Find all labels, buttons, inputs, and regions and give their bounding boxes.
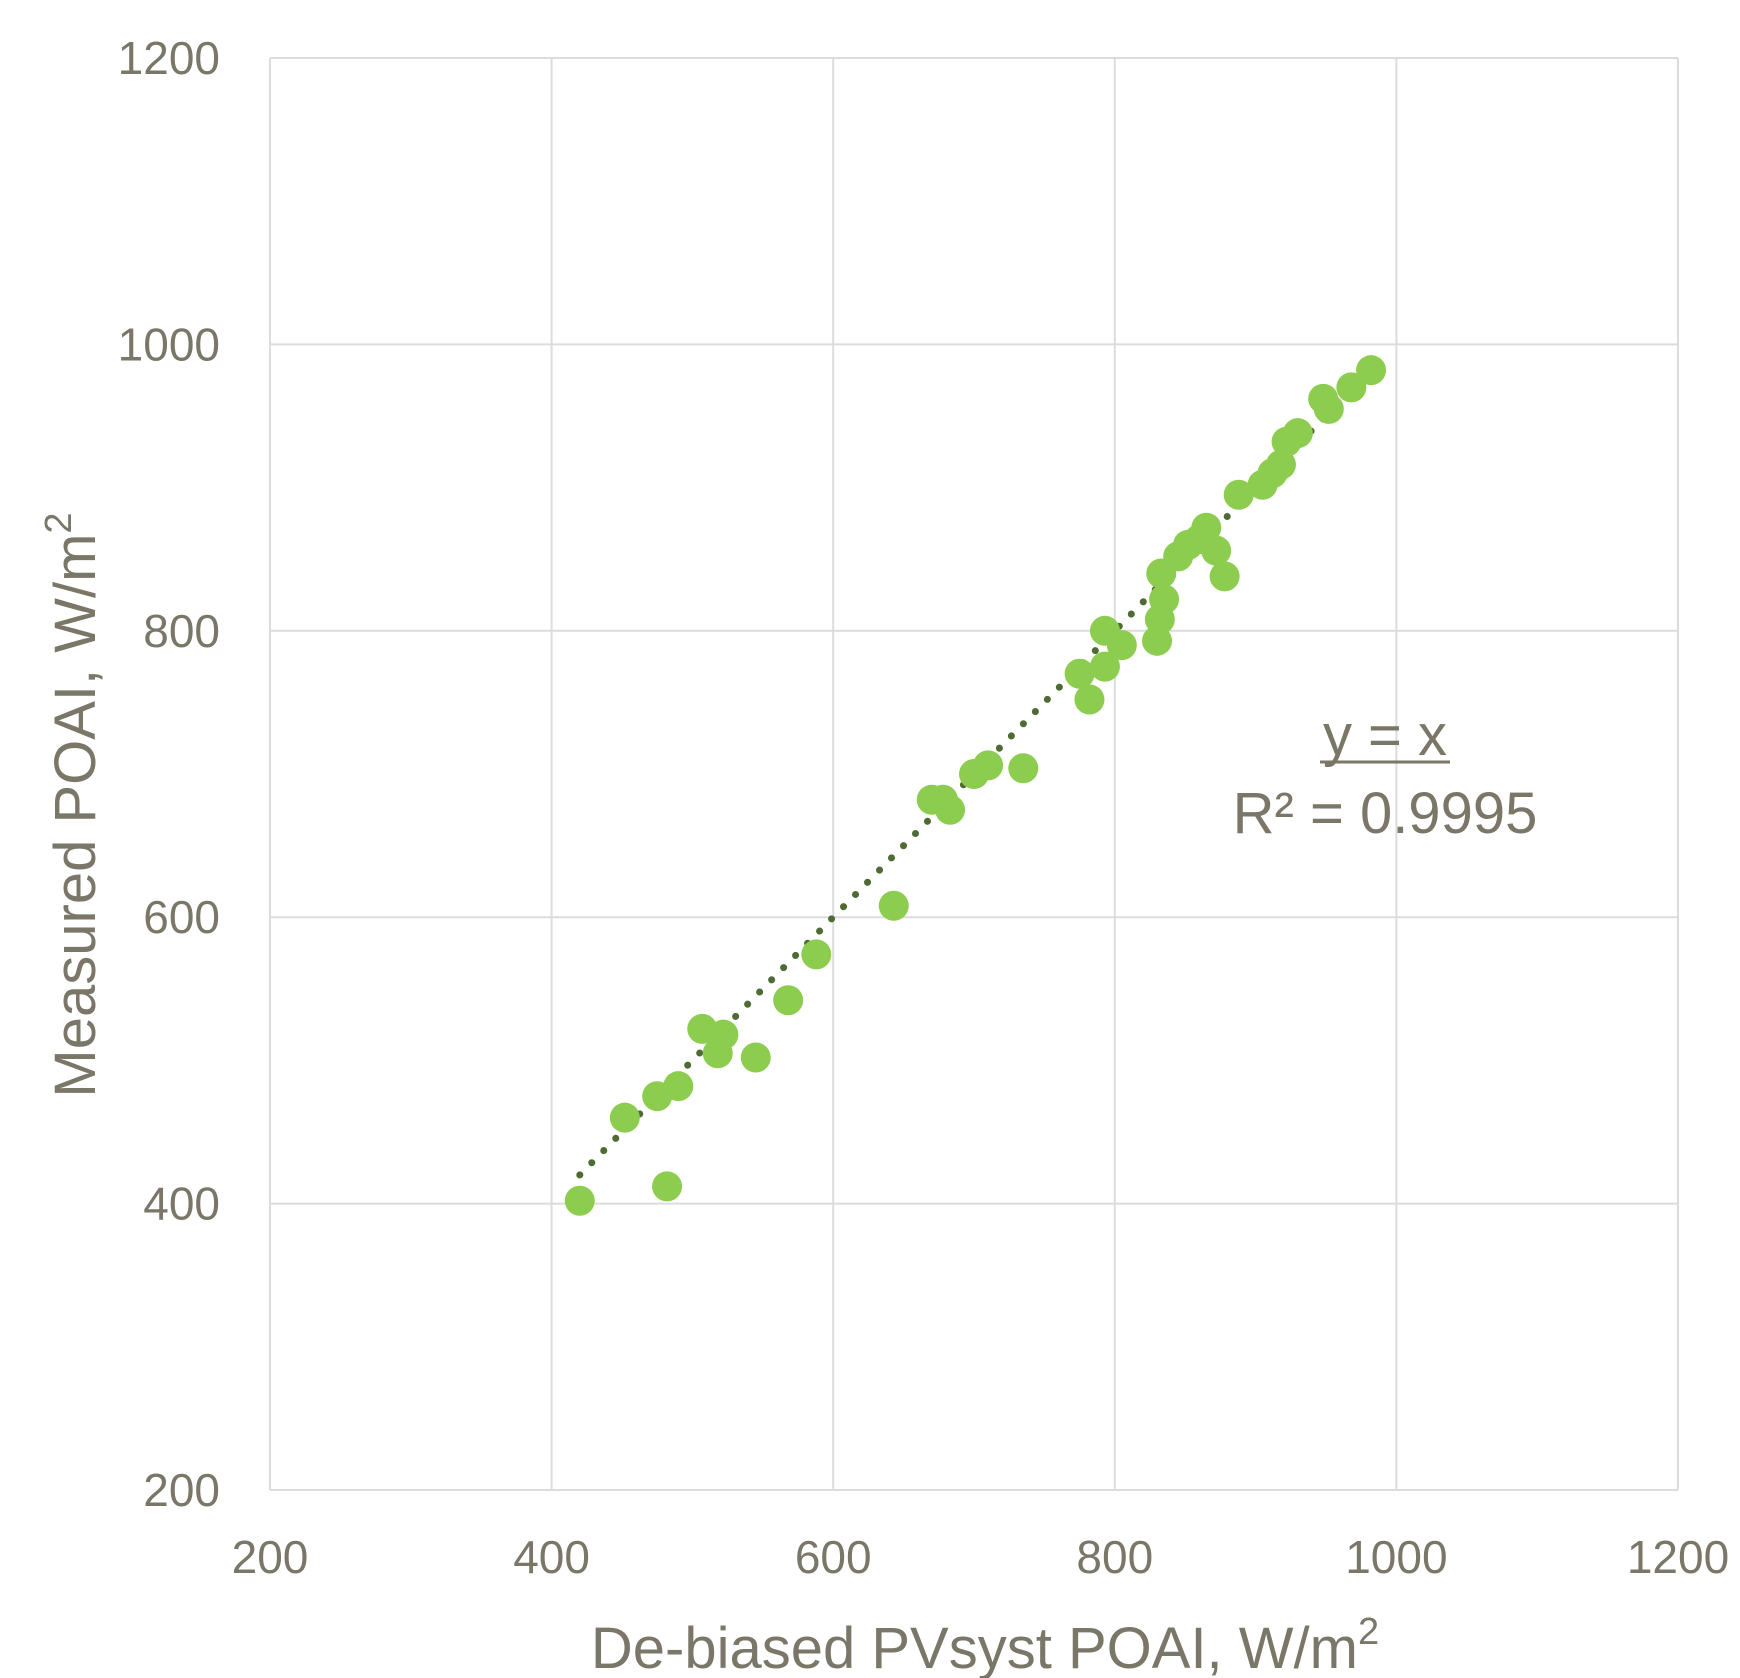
data-point — [973, 750, 1004, 781]
data-point — [1064, 658, 1095, 689]
data-point — [1209, 561, 1240, 592]
data-point — [1265, 449, 1296, 480]
data-point — [564, 1185, 595, 1216]
data-point — [801, 939, 832, 970]
x-axis-title-text: De-biased PVsyst POAI, W/m — [591, 1616, 1358, 1678]
data-point — [878, 890, 909, 921]
data-point — [1008, 753, 1039, 784]
x-tick-label: 600 — [795, 1531, 872, 1583]
data-point — [663, 1071, 694, 1102]
data-point — [1282, 418, 1313, 449]
data-point — [1074, 684, 1105, 715]
data-point — [935, 794, 966, 825]
y-tick-label: 800 — [143, 605, 220, 657]
data-point — [708, 1019, 739, 1050]
data-point — [740, 1042, 771, 1073]
data-point — [1089, 651, 1120, 682]
data-point — [1336, 372, 1367, 403]
x-tick-label: 1200 — [1627, 1531, 1729, 1583]
y-axis-ticks: 200 400 600 800 1000 1200 — [118, 32, 220, 1516]
data-point — [773, 985, 804, 1016]
data-point — [1223, 479, 1254, 510]
y-tick-label: 200 — [143, 1464, 220, 1516]
y-tick-label: 400 — [143, 1178, 220, 1230]
y-tick-label: 1000 — [118, 318, 220, 370]
x-axis-ticks: 200 400 600 800 1000 1200 — [232, 1531, 1730, 1583]
data-point — [652, 1171, 683, 1202]
gridlines — [269, 57, 1679, 1491]
data-point — [1106, 630, 1137, 661]
y-tick-label: 1200 — [118, 32, 220, 84]
y-tick-label: 600 — [143, 891, 220, 943]
y-axis-title-text: Measured POAI, W/m — [43, 534, 108, 1098]
data-point — [1191, 512, 1222, 543]
x-axis-title: De-biased PVsyst POAI, W/m2 — [591, 1611, 1379, 1678]
data-point — [1313, 393, 1344, 424]
x-tick-label: 800 — [1076, 1531, 1153, 1583]
data-point — [1356, 355, 1387, 386]
x-tick-label: 400 — [513, 1531, 590, 1583]
x-tick-label: 200 — [232, 1531, 309, 1583]
data-points — [564, 355, 1387, 1216]
data-point — [609, 1102, 640, 1133]
y-axis-title: Measured POAI, W/m2 — [38, 512, 108, 1097]
x-tick-label: 1000 — [1345, 1531, 1447, 1583]
r-squared-label: R² = 0.9995 — [1233, 781, 1538, 846]
data-point — [1201, 535, 1232, 566]
trendline-equation: y = x — [1323, 703, 1447, 768]
data-point — [1149, 584, 1180, 615]
y-axis-title-superscript: 2 — [38, 512, 80, 533]
x-axis-title-superscript: 2 — [1358, 1611, 1379, 1653]
